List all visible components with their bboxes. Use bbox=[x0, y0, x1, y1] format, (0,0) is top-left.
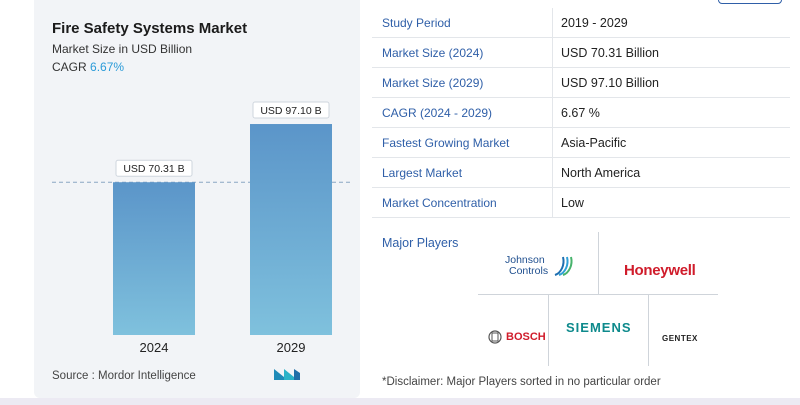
table-row-label: Fastest Growing Market bbox=[382, 135, 510, 150]
table-row: Market Size (2029) USD 97.10 Billion bbox=[372, 68, 790, 98]
table-row-value: USD 97.10 Billion bbox=[561, 75, 659, 90]
table-row-value: Low bbox=[561, 195, 584, 210]
johnson-controls-text-2: Controls bbox=[509, 265, 549, 277]
data-label-2024: USD 70.31 B bbox=[123, 163, 184, 175]
cagr-label: CAGR bbox=[52, 60, 87, 74]
table-row-divider bbox=[552, 188, 553, 217]
chart-cagr: CAGR 6.67% bbox=[52, 60, 124, 74]
table-row-label: Market Concentration bbox=[382, 195, 497, 210]
chart-source: Source : Mordor Intelligence bbox=[52, 370, 196, 382]
top-action-button[interactable] bbox=[718, 0, 782, 4]
table-row: Market Size (2024) USD 70.31 Billion bbox=[372, 38, 790, 68]
table-row: CAGR (2024 - 2029) 6.67 % bbox=[372, 98, 790, 128]
table-row-divider bbox=[552, 158, 553, 187]
grid-line-v1 bbox=[598, 232, 599, 294]
table-row-value: North America bbox=[561, 165, 641, 180]
johnson-controls-text-1: Johnson bbox=[505, 254, 545, 266]
table-row-divider bbox=[552, 68, 553, 97]
table-row-divider bbox=[552, 98, 553, 127]
table-row-divider bbox=[552, 38, 553, 67]
data-label-box-2024 bbox=[115, 159, 193, 177]
table-row: Fastest Growing Market Asia-Pacific bbox=[372, 128, 790, 158]
chart-subtitle: Market Size in USD Billion bbox=[52, 42, 193, 56]
bottom-bar bbox=[0, 398, 800, 405]
johnson-controls-logo: Johnson Controls bbox=[505, 255, 575, 291]
x-tick-2029: 2029 bbox=[277, 340, 306, 355]
table-row-label: CAGR (2024 - 2029) bbox=[382, 105, 493, 120]
table-row-value: 2019 - 2029 bbox=[561, 15, 628, 30]
table-row-label: Market Size (2029) bbox=[382, 75, 484, 90]
bar-2024 bbox=[113, 182, 195, 335]
table-row-value: USD 70.31 Billion bbox=[561, 45, 659, 60]
gentex-logo: GENTEX bbox=[662, 334, 698, 343]
table-row: Largest Market North America bbox=[372, 158, 790, 188]
table-row-value: Asia-Pacific bbox=[561, 135, 627, 150]
johnson-controls-swirl-icon bbox=[554, 256, 573, 276]
data-label-box-2029 bbox=[252, 101, 330, 119]
chart-panel: Fire Safety Systems Market Market Size i… bbox=[34, 0, 360, 398]
table-row-label: Study Period bbox=[382, 15, 451, 30]
major-players-title: Major Players bbox=[382, 236, 459, 250]
bosch-text: BOSCH bbox=[506, 331, 546, 343]
market-summary-table: Study Period 2019 - 2029 Market Size (2024… bbox=[372, 8, 790, 218]
table-row-value: 6.67 % bbox=[561, 105, 600, 120]
data-label-2029: USD 97.10 B bbox=[260, 105, 321, 117]
bar-2029 bbox=[250, 124, 332, 335]
table-row: Market Concentration Low bbox=[372, 188, 790, 218]
honeywell-logo: Honeywell bbox=[624, 262, 696, 279]
grid-line-v2 bbox=[548, 294, 549, 366]
siemens-logo: SIEMENS bbox=[566, 320, 632, 335]
players-disclaimer: *Disclaimer: Major Players sorted in no … bbox=[382, 376, 661, 388]
x-tick-2024: 2024 bbox=[140, 340, 169, 355]
chart-title: Fire Safety Systems Market bbox=[52, 20, 248, 37]
grid-line-v3 bbox=[648, 294, 649, 366]
grid-line-h1 bbox=[478, 294, 718, 295]
table-row-label: Largest Market bbox=[382, 165, 463, 180]
mordor-logo-icon bbox=[274, 369, 300, 380]
cagr-value: 6.67% bbox=[90, 60, 125, 74]
bar-chart: USD 70.31 B USD 97.10 B 2024 2029 bbox=[52, 101, 352, 355]
table-row-divider bbox=[552, 8, 553, 37]
bosch-armature-icon bbox=[488, 330, 502, 344]
table-row-divider bbox=[552, 128, 553, 157]
table-row-label: Market Size (2024) bbox=[382, 45, 484, 60]
table-row: Study Period 2019 - 2029 bbox=[372, 8, 790, 38]
